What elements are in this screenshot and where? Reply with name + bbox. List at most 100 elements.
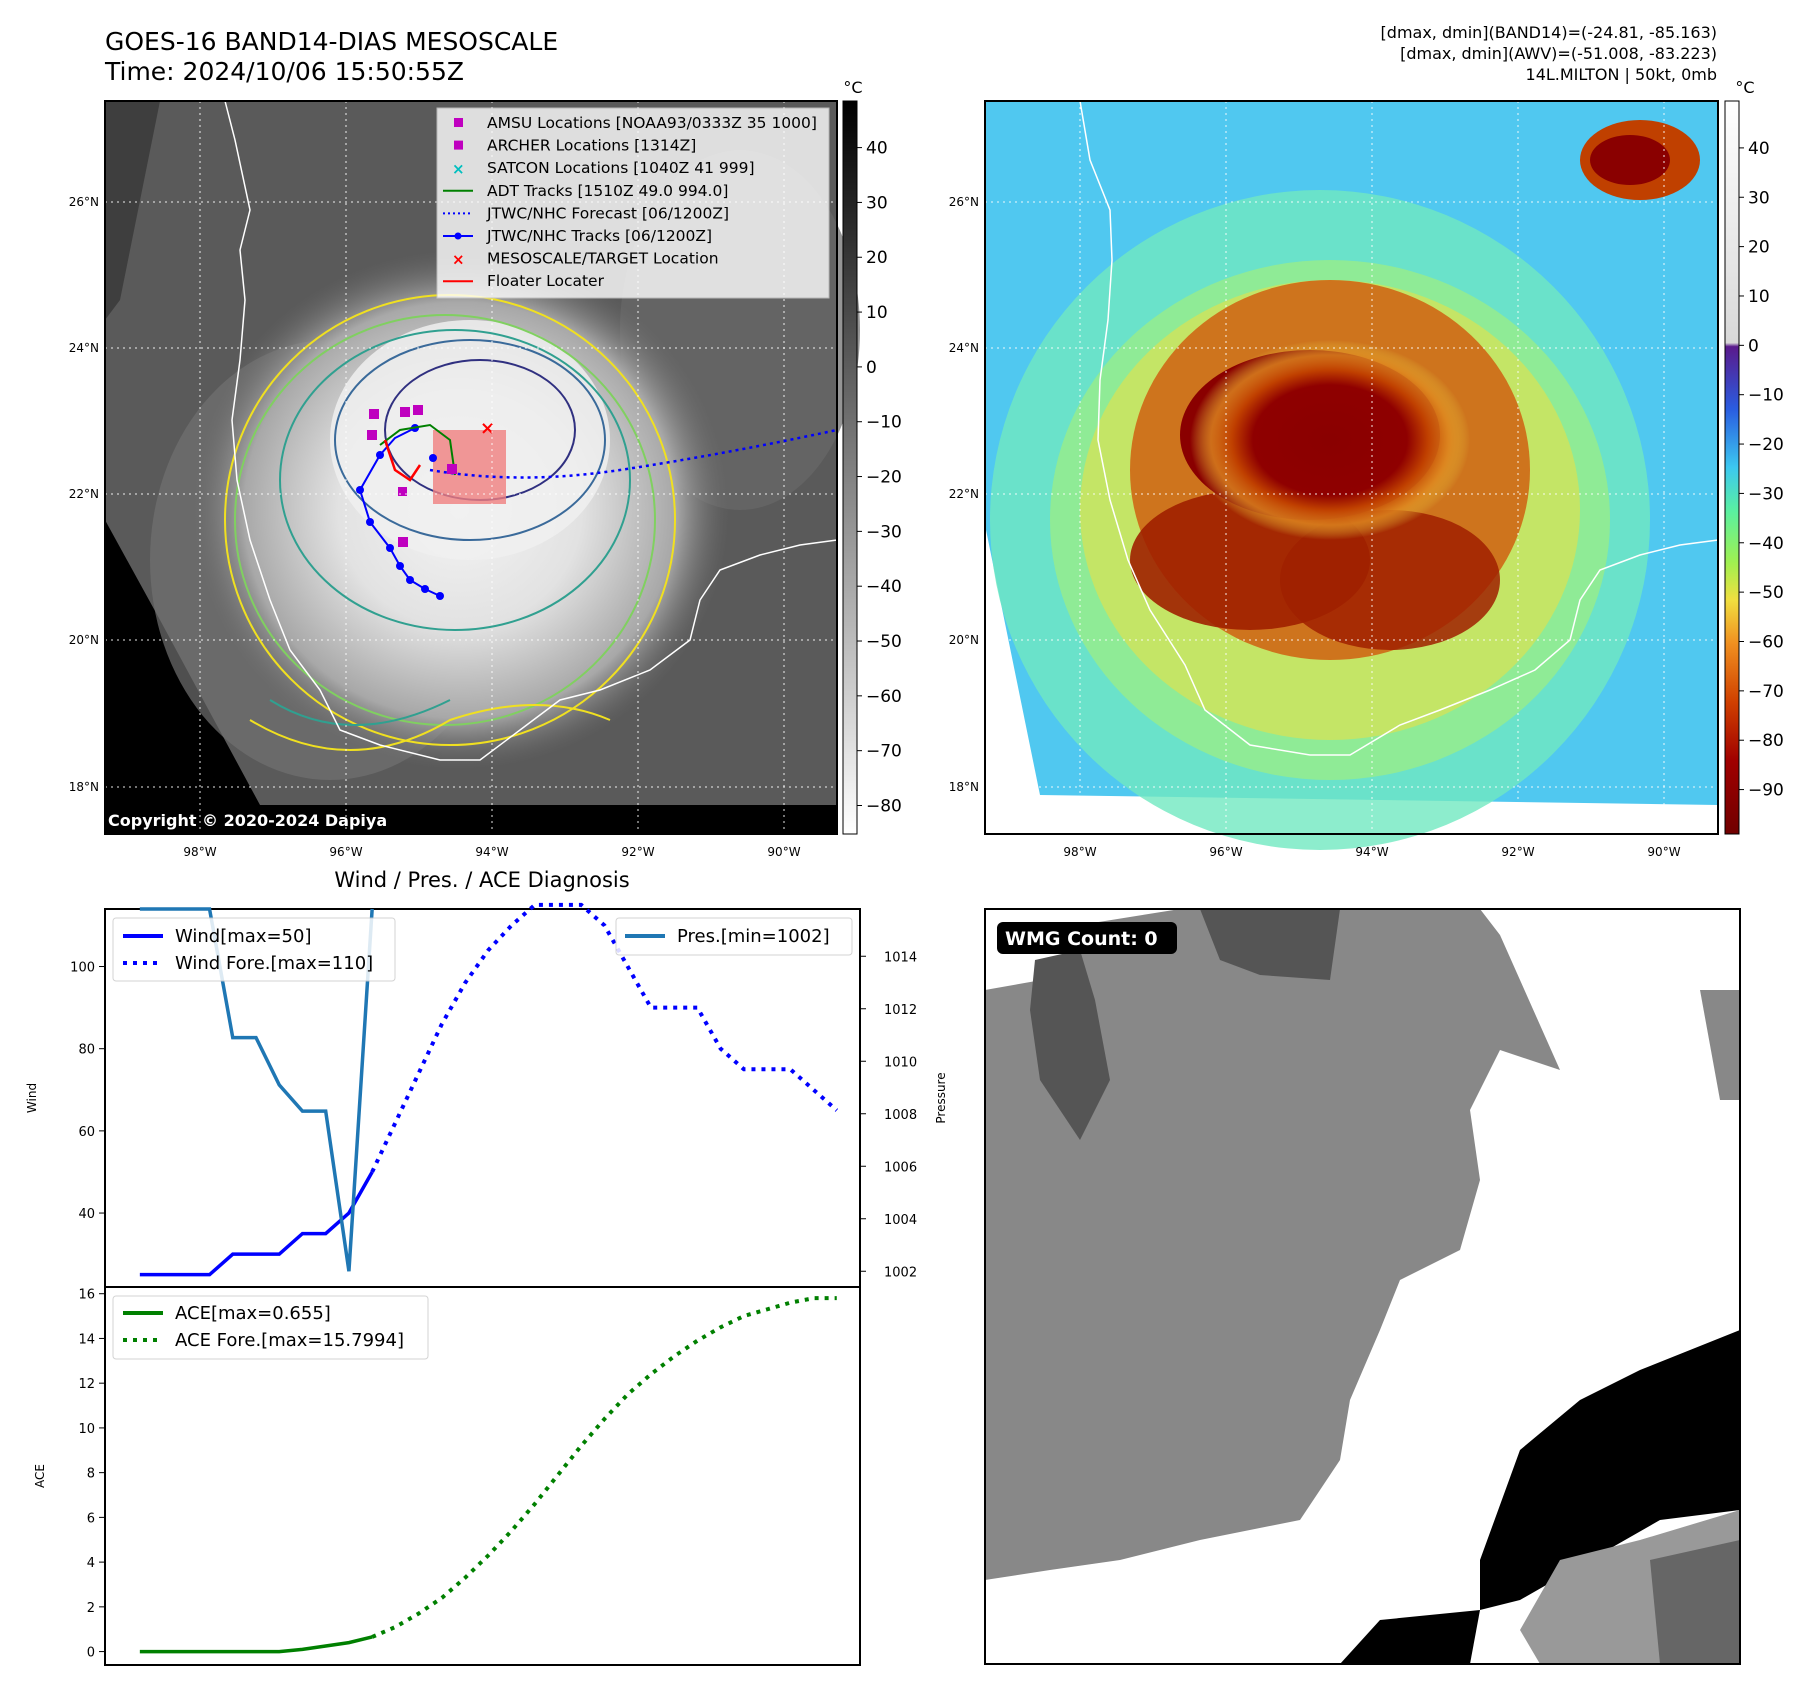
right-colorbar-unit: °C: [1735, 78, 1754, 97]
ace-tick-label: 6: [87, 1511, 95, 1526]
series-line: [139, 1635, 373, 1654]
colorbar-tick-label: −50: [866, 632, 902, 652]
colorbar-tick-label: −80: [866, 796, 902, 816]
ace-tick-label: 16: [78, 1288, 95, 1303]
lat-label: 20°N: [69, 633, 99, 647]
ace-axis-label: ACE: [33, 1464, 47, 1488]
lon-label: 94°W: [1355, 845, 1388, 859]
legend-label: Pres.[min=1002]: [677, 926, 830, 947]
ace-tick-label: 2: [87, 1601, 95, 1616]
lon-label: 94°W: [475, 845, 508, 859]
svg-text:SATCON Locations [1040Z 41 999: SATCON Locations [1040Z 41 999]: [487, 159, 755, 177]
legend-label: Wind[max=50]: [175, 926, 312, 947]
svg-text:JTWC/NHC Tracks [06/1200Z]: JTWC/NHC Tracks [06/1200Z]: [486, 227, 712, 245]
legend-entry: AMSU Locations [NOAA93/0333Z 35 1000]: [454, 114, 817, 132]
wmg-panel: WMG Count: 0: [984, 908, 1741, 1665]
colorbar-tick-label: −30: [866, 522, 902, 542]
pressure-tick-label: 1006: [884, 1160, 917, 1175]
colorbar-tick-label: 30: [1748, 188, 1770, 208]
figure-title: GOES-16 BAND14-DIAS MESOSCALE: [105, 27, 558, 56]
series-line: [370, 902, 839, 1173]
left-map-panel: × AMSU Locations [NOAA93/0333Z 35 1000] A…: [104, 100, 860, 835]
wind-pressure-chart: 40 60 80 100 1002 1004 1006 1008 1010 1012 1014 Win…: [25, 902, 948, 1288]
pressure-tick-label: 1002: [884, 1265, 917, 1280]
lon-label: 92°W: [1501, 845, 1534, 859]
pressure-axis-label: Pressure: [934, 1072, 948, 1123]
colorbar-tick-label: 30: [866, 193, 888, 213]
left-map-axis-labels: 26°N 24°N 22°N 20°N 18°N 98°W 96°W 94°W 92°W 90°W: [69, 195, 801, 859]
lat-label: 26°N: [69, 195, 99, 209]
legend-entry: Floater Locater: [443, 272, 605, 290]
lon-label: 90°W: [1647, 845, 1680, 859]
pressure-tick-label: 1012: [884, 1003, 917, 1018]
wind-tick-label: 80: [78, 1043, 95, 1058]
colorbar-tick-label: −60: [1748, 632, 1784, 652]
lat-label: 22°N: [949, 487, 979, 501]
lon-label: 92°W: [621, 845, 654, 859]
series-line: [139, 1171, 374, 1277]
wind-tick-label: 40: [78, 1207, 95, 1222]
copyright-text: Copyright © 2020-2024 Dapiya: [108, 811, 387, 830]
colorbar-tick-label: −40: [866, 577, 902, 597]
colorbar-tick-label: 0: [1748, 336, 1759, 356]
ace-tick-label: 4: [87, 1556, 95, 1571]
legend-entry: ARCHER Locations [1314Z]: [454, 137, 696, 155]
ace-tick-label: 8: [87, 1467, 95, 1482]
ace-tick-label: 0: [87, 1646, 95, 1661]
colorbar-tick-label: 20: [1748, 238, 1770, 258]
wmg-count-badge: [997, 922, 1177, 954]
ace-tick-label: 10: [78, 1422, 95, 1437]
legend-entry: JTWC/NHC Forecast [06/1200Z]: [443, 204, 729, 222]
legend-entry: JTWC/NHC Tracks [06/1200Z]: [443, 227, 712, 245]
colorbar-tick-label: −80: [1748, 731, 1784, 751]
series-line: [139, 907, 374, 1272]
series-line: [371, 1296, 837, 1639]
colorbar-tick-label: −30: [1748, 484, 1784, 504]
colorbar-tick-label: 0: [866, 358, 877, 378]
colorbar-tick-label: −90: [1748, 781, 1784, 801]
colorbar-tick-label: −70: [1748, 682, 1784, 702]
legend-label: ACE Fore.[max=15.7994]: [175, 1330, 404, 1351]
svg-text:×: ×: [452, 160, 465, 178]
colorbar-tick-label: 20: [866, 248, 888, 268]
svg-text:AMSU Locations [NOAA93/0333Z 3: AMSU Locations [NOAA93/0333Z 35 1000]: [487, 114, 817, 132]
pressure-tick-label: 1008: [884, 1108, 917, 1123]
legend-entry: × MESOSCALE/TARGET Location: [452, 250, 719, 269]
ace-tick-label: 14: [78, 1332, 95, 1347]
left-colorbar: °C 40 30 20 10 0 −10 −20 −30 −40 −50 −60 −70 −80: [842, 78, 902, 835]
pressure-tick-label: 1014: [884, 950, 917, 965]
lon-label: 98°W: [183, 845, 216, 859]
lon-label: 98°W: [1063, 845, 1096, 859]
colorbar-tick-label: −20: [1748, 435, 1784, 455]
lat-label: 24°N: [69, 341, 99, 355]
left-colorbar-unit: °C: [843, 78, 862, 97]
lon-label: 96°W: [329, 845, 362, 859]
colorbar-tick-label: 40: [1748, 139, 1770, 159]
info-awv: [dmax, dmin](AWV)=(-51.008, -83.223): [1400, 44, 1717, 63]
colorbar-tick-label: 10: [1748, 287, 1770, 307]
lat-label: 18°N: [69, 780, 99, 794]
svg-text:×: ×: [452, 251, 465, 269]
colorbar-tick-label: −10: [866, 413, 902, 433]
colorbar-tick-label: −20: [866, 468, 902, 488]
colorbar-tick-label: −60: [866, 687, 902, 707]
colorbar-tick-label: −50: [1748, 583, 1784, 603]
lon-label: 96°W: [1209, 845, 1242, 859]
pressure-tick-label: 1004: [884, 1213, 917, 1228]
lat-label: 20°N: [949, 633, 979, 647]
svg-text:MESOSCALE/TARGET Location: MESOSCALE/TARGET Location: [487, 250, 719, 268]
colorbar-tick-label: 40: [866, 139, 888, 159]
ace-tick-label: 12: [78, 1377, 95, 1392]
svg-text:×: ×: [480, 418, 495, 439]
lat-label: 22°N: [69, 487, 99, 501]
colorbar-tick-label: 10: [866, 303, 888, 323]
legend-entry: × SATCON Locations [1040Z 41 999]: [452, 159, 755, 178]
wind-tick-label: 100: [70, 961, 95, 976]
wind-tick-label: 60: [78, 1125, 95, 1140]
colorbar-tick-label: −70: [866, 742, 902, 762]
svg-text:ARCHER Locations [1314Z]: ARCHER Locations [1314Z]: [487, 137, 696, 155]
legend-label: Wind Fore.[max=110]: [175, 953, 373, 974]
lon-label: 90°W: [767, 845, 800, 859]
figure-time: Time: 2024/10/06 15:50:55Z: [104, 57, 464, 86]
